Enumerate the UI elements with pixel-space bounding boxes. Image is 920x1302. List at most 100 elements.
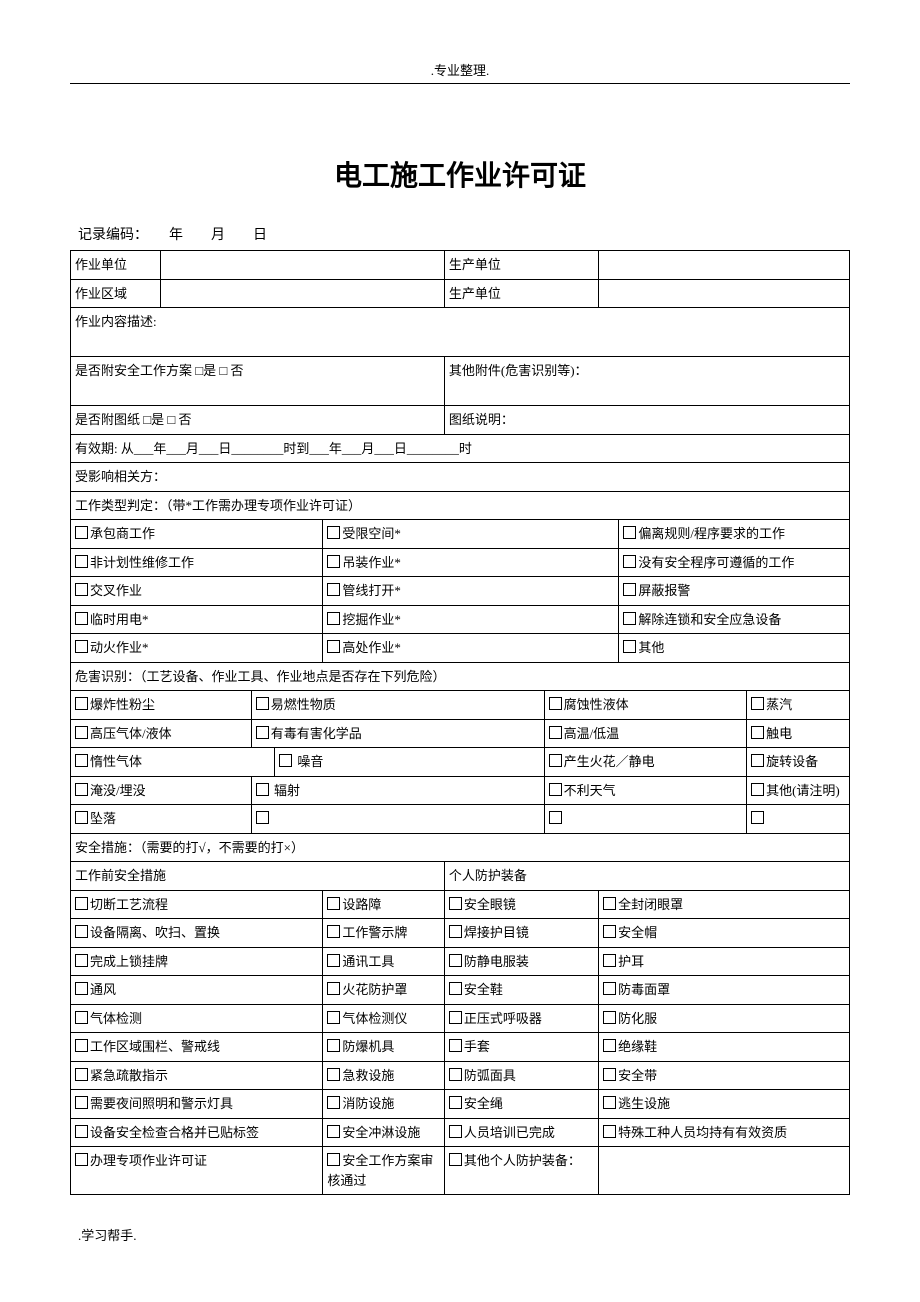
sm-r7c1[interactable]: 紧急疏散指示 <box>71 1061 323 1090</box>
field-prod-unit2[interactable] <box>599 279 850 308</box>
sm-r3c4[interactable]: 护耳 <box>599 947 850 976</box>
hz-dust[interactable]: 爆炸性粉尘 <box>71 691 252 720</box>
hz-corrosive[interactable]: 腐蚀性液体 <box>544 691 747 720</box>
field-work-unit[interactable] <box>161 251 445 280</box>
work-description[interactable]: 作业内容描述: <box>71 308 850 357</box>
safety-plan-attached[interactable]: 是否附安全工作方案 □是 □ 否 <box>71 357 445 406</box>
sm-r7c2[interactable]: 急救设施 <box>323 1061 445 1090</box>
hz-flammable[interactable]: 易燃性物质 <box>251 691 544 720</box>
wt-height[interactable]: 高处作业* <box>323 634 619 663</box>
drawing-description[interactable]: 图纸说明： <box>444 406 849 435</box>
sm-r10c3[interactable]: 其他个人防护装备： <box>444 1147 598 1195</box>
wt-pipe[interactable]: 管线打开* <box>323 577 619 606</box>
hz-pressure[interactable]: 高压气体/液体 <box>71 719 252 748</box>
hz-rotating[interactable]: 旋转设备 <box>747 748 850 777</box>
other-attachments[interactable]: 其他附件(危害识别等)： <box>444 357 849 406</box>
wt-hotwork[interactable]: 动火作业* <box>71 634 323 663</box>
sm-r5c2[interactable]: 气体检测仪 <box>323 1004 445 1033</box>
checkbox-icon <box>75 555 88 568</box>
affected-parties[interactable]: 受影响相关方： <box>71 463 850 492</box>
checkbox-icon <box>603 1039 616 1052</box>
sm-r7c3[interactable]: 防弧面具 <box>444 1061 598 1090</box>
hz-label: 其他(请注明) <box>766 783 840 798</box>
sm-r8c3[interactable]: 安全绳 <box>444 1090 598 1119</box>
sm-r4c4[interactable]: 防毒面罩 <box>599 976 850 1005</box>
wt-noproc[interactable]: 没有安全程序可遵循的工作 <box>619 548 850 577</box>
sm-label: 人员培训已完成 <box>464 1125 555 1140</box>
wt-interlock[interactable]: 解除连锁和安全应急设备 <box>619 605 850 634</box>
sm-r4c2[interactable]: 火花防护罩 <box>323 976 445 1005</box>
sm-r5c4[interactable]: 防化服 <box>599 1004 850 1033</box>
sm-r9c2[interactable]: 安全冲淋设施 <box>323 1118 445 1147</box>
sm-r2c4[interactable]: 安全帽 <box>599 919 850 948</box>
sm-r6c1[interactable]: 工作区域围栏、警戒线 <box>71 1033 323 1062</box>
hz-other[interactable]: 其他(请注明) <box>747 776 850 805</box>
hazard-id-header: 危害识别：（工艺设备、作业工具、作业地点是否存在下列危险） <box>71 662 850 691</box>
sm-r1c1[interactable]: 切断工艺流程 <box>71 890 323 919</box>
sm-r10c2[interactable]: 安全工作方案审核通过 <box>323 1147 445 1195</box>
wt-temp-power[interactable]: 临时用电* <box>71 605 323 634</box>
pre-work-header: 工作前安全措施 <box>71 862 445 891</box>
sm-r1c3[interactable]: 安全眼镜 <box>444 890 598 919</box>
sm-r2c2[interactable]: 工作警示牌 <box>323 919 445 948</box>
sm-r7c4[interactable]: 安全带 <box>599 1061 850 1090</box>
sm-r6c2[interactable]: 防爆机具 <box>323 1033 445 1062</box>
wt-cross[interactable]: 交叉作业 <box>71 577 323 606</box>
wt-mask-alarm[interactable]: 屏蔽报警 <box>619 577 850 606</box>
wt-lifting[interactable]: 吊装作业* <box>323 548 619 577</box>
hz-temp[interactable]: 高温/低温 <box>544 719 747 748</box>
hz-toxic[interactable]: 有毒有害化学品 <box>251 719 544 748</box>
wt-confined[interactable]: 受限空间* <box>323 520 619 549</box>
sm-r10c1[interactable]: 办理专项作业许可证 <box>71 1147 323 1195</box>
sm-r9c3[interactable]: 人员培训已完成 <box>444 1118 598 1147</box>
validity-period[interactable]: 有效期: 从___年___月___日________时到___年___月___日… <box>71 434 850 463</box>
wt-excavation[interactable]: 挖掘作业* <box>323 605 619 634</box>
checkbox-icon <box>327 526 340 539</box>
sm-r6c3[interactable]: 手套 <box>444 1033 598 1062</box>
page-title: 电工施工作业许可证 <box>70 154 850 194</box>
hz-drown[interactable]: 淹没/埋没 <box>71 776 252 805</box>
hz-electric[interactable]: 触电 <box>747 719 850 748</box>
sm-r1c2[interactable]: 设路障 <box>323 890 445 919</box>
sm-r6c4[interactable]: 绝缘鞋 <box>599 1033 850 1062</box>
wt-unplanned[interactable]: 非计划性维修工作 <box>71 548 323 577</box>
sm-r9c1[interactable]: 设备安全检查合格并已贴标签 <box>71 1118 323 1147</box>
sm-r4c3[interactable]: 安全鞋 <box>444 976 598 1005</box>
drawings-attached[interactable]: 是否附图纸 □是 □ 否 <box>71 406 445 435</box>
wt-deviation[interactable]: 偏离规则/程序要求的工作 <box>619 520 850 549</box>
checkbox-icon <box>449 1068 462 1081</box>
hz-blank1[interactable] <box>251 805 544 834</box>
sm-r1c4[interactable]: 全封闭眼罩 <box>599 890 850 919</box>
sm-r3c1[interactable]: 完成上锁挂牌 <box>71 947 323 976</box>
sm-r10c4[interactable] <box>599 1147 850 1195</box>
wt-other[interactable]: 其他 <box>619 634 850 663</box>
wt-contractor[interactable]: 承包商工作 <box>71 520 323 549</box>
sm-r5c1[interactable]: 气体检测 <box>71 1004 323 1033</box>
hz-radiation[interactable]: 辐射 <box>251 776 544 805</box>
sm-r8c1[interactable]: 需要夜间照明和警示灯具 <box>71 1090 323 1119</box>
sm-r4c1[interactable]: 通风 <box>71 976 323 1005</box>
checkbox-icon <box>751 697 764 710</box>
label-work-area: 作业区域 <box>71 279 161 308</box>
sm-r3c3[interactable]: 防静电服装 <box>444 947 598 976</box>
hz-blank3[interactable] <box>747 805 850 834</box>
sm-label: 设备隔离、吹扫、置换 <box>90 925 220 940</box>
hz-spark[interactable]: 产生火花／静电 <box>544 748 747 777</box>
field-prod-unit[interactable] <box>599 251 850 280</box>
sm-label: 防弧面具 <box>464 1068 516 1083</box>
sm-r5c3[interactable]: 正压式呼吸器 <box>444 1004 598 1033</box>
sm-r2c1[interactable]: 设备隔离、吹扫、置换 <box>71 919 323 948</box>
sm-r8c2[interactable]: 消防设施 <box>323 1090 445 1119</box>
sm-r9c4[interactable]: 特殊工种人员均持有有效资质 <box>599 1118 850 1147</box>
hz-fall[interactable]: 坠落 <box>71 805 252 834</box>
hz-steam[interactable]: 蒸汽 <box>747 691 850 720</box>
sm-r3c2[interactable]: 通讯工具 <box>323 947 445 976</box>
field-work-area[interactable] <box>161 279 445 308</box>
sm-r2c3[interactable]: 焊接护目镜 <box>444 919 598 948</box>
sm-r8c4[interactable]: 逃生设施 <box>599 1090 850 1119</box>
checkbox-icon <box>327 1096 340 1109</box>
hz-blank2[interactable] <box>544 805 747 834</box>
hz-noise[interactable]: 噪音 <box>275 748 545 777</box>
hz-inert[interactable]: 惰性气体 <box>71 748 275 777</box>
hz-weather[interactable]: 不利天气 <box>544 776 747 805</box>
